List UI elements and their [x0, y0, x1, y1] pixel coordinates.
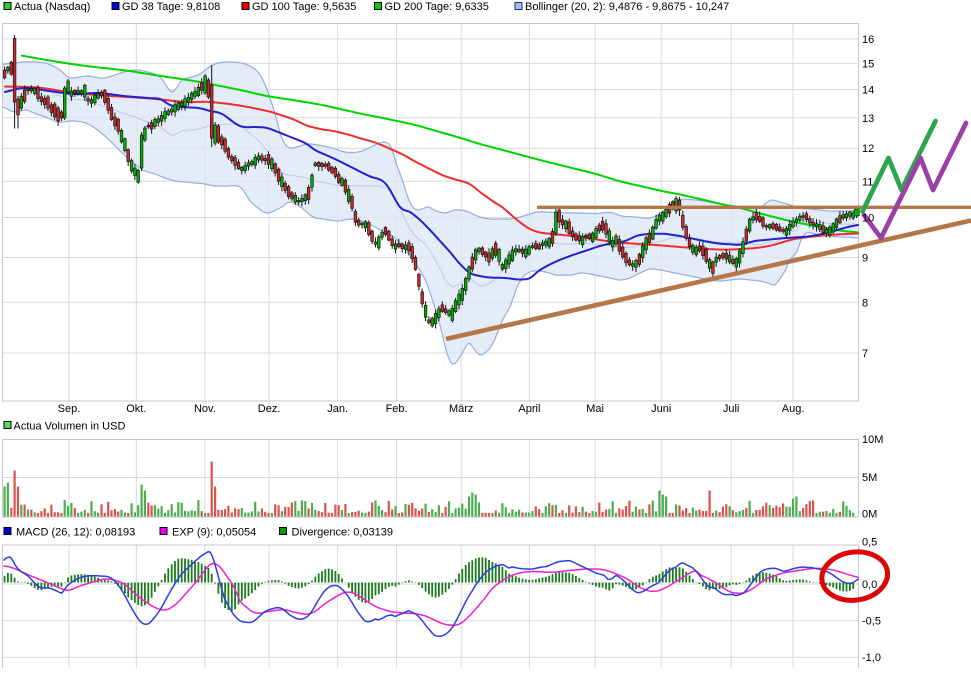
svg-text:-0,5: -0,5 [862, 616, 881, 628]
svg-text:GD 38 Tage: 9,8108: GD 38 Tage: 9,8108 [122, 1, 220, 13]
svg-text:13: 13 [862, 113, 874, 125]
svg-text:7: 7 [862, 348, 868, 360]
svg-text:Mai: Mai [586, 403, 604, 415]
svg-text:Divergence: 0,03139: Divergence: 0,03139 [292, 527, 394, 539]
svg-text:März: März [449, 403, 473, 415]
svg-text:11: 11 [862, 176, 873, 188]
svg-text:0,5: 0,5 [862, 537, 877, 549]
svg-text:Juli: Juli [723, 403, 740, 415]
svg-text:16: 16 [862, 34, 874, 46]
svg-text:10: 10 [862, 213, 874, 225]
svg-text:Actua (Nasdaq): Actua (Nasdaq) [14, 1, 90, 13]
svg-text:Bollinger (20, 2): 9,4876 - 9,: Bollinger (20, 2): 9,4876 - 9,8675 - 10,… [525, 1, 729, 13]
svg-text:GD 200 Tage: 9,6335: GD 200 Tage: 9,6335 [385, 1, 489, 13]
svg-text:Juni: Juni [651, 403, 671, 415]
svg-text:Actua Volumen in USD: Actua Volumen in USD [14, 421, 126, 433]
svg-text:8: 8 [862, 297, 868, 309]
svg-text:-1,0: -1,0 [862, 652, 881, 664]
svg-text:Nov.: Nov. [194, 403, 216, 415]
svg-text:April: April [518, 403, 540, 415]
svg-text:10M: 10M [862, 434, 883, 446]
svg-text:EXP (9): 0,05054: EXP (9): 0,05054 [172, 527, 256, 539]
svg-text:0M: 0M [862, 509, 877, 521]
svg-text:GD 100 Tage: 9,5635: GD 100 Tage: 9,5635 [252, 1, 356, 13]
svg-text:Dez.: Dez. [258, 403, 281, 415]
svg-text:Okt.: Okt. [126, 403, 146, 415]
svg-text:5M: 5M [862, 472, 877, 484]
svg-text:9: 9 [862, 253, 868, 265]
svg-text:0,0: 0,0 [862, 579, 877, 591]
svg-text:15: 15 [862, 58, 874, 70]
svg-text:Feb.: Feb. [386, 403, 408, 415]
svg-text:Jan.: Jan. [327, 403, 348, 415]
svg-text:Aug.: Aug. [782, 403, 805, 415]
svg-text:MACD (26, 12): 0,08193: MACD (26, 12): 0,08193 [16, 527, 135, 539]
svg-text:Sep.: Sep. [58, 403, 81, 415]
svg-text:12: 12 [862, 143, 874, 155]
svg-text:14: 14 [862, 85, 874, 97]
